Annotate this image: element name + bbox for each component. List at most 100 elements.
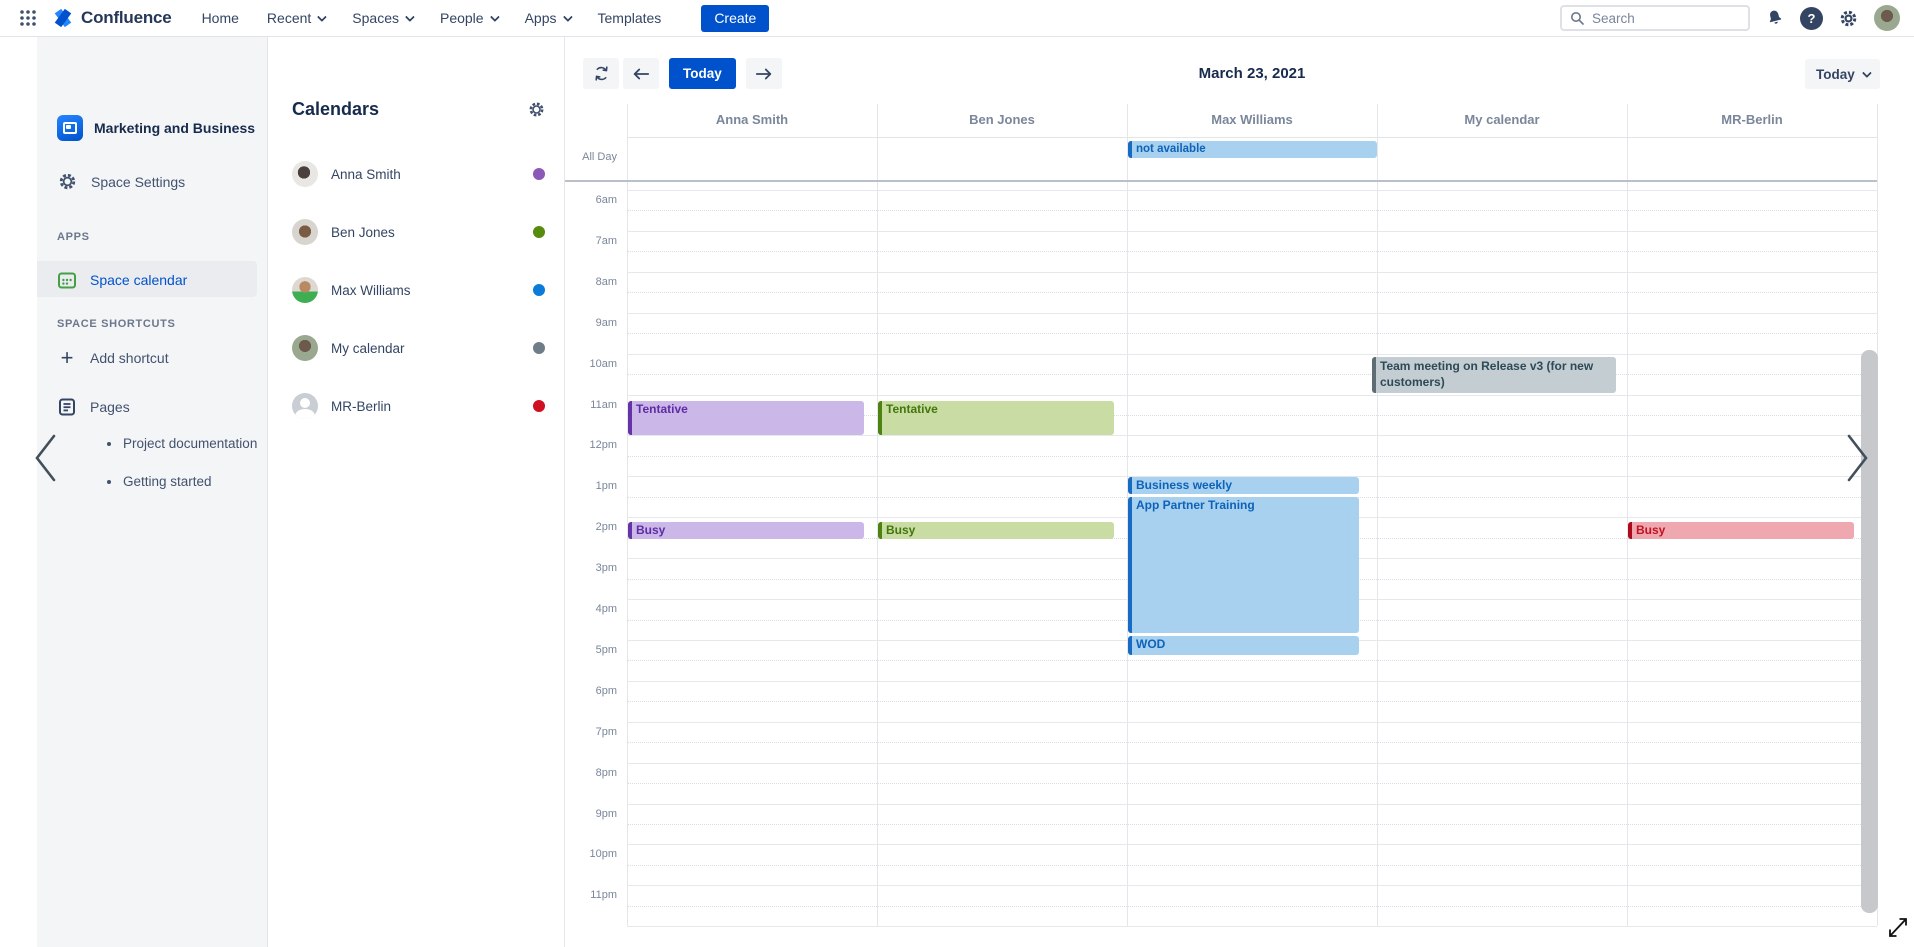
calendars-list: Anna Smith Ben Jones Max Williams My calend…: [292, 145, 547, 435]
confluence-logo[interactable]: Confluence: [52, 7, 172, 29]
column-header: MR-Berlin: [1721, 112, 1783, 127]
next-panel-chevron[interactable]: [1843, 432, 1873, 489]
settings-gear-icon[interactable]: [1838, 8, 1859, 29]
space-icon: [57, 115, 83, 141]
calendar-event[interactable]: Business weekly: [1128, 477, 1359, 494]
calendar-list-item[interactable]: Max Williams: [292, 261, 547, 319]
calendar-list-item[interactable]: Anna Smith: [292, 145, 547, 203]
time-label: 12pm: [589, 439, 617, 452]
time-label: 11pm: [590, 889, 617, 902]
previous-day-button[interactable]: [623, 58, 659, 89]
collapse-sidebar-chevron[interactable]: [30, 432, 60, 489]
calendars-settings-gear-icon[interactable]: [527, 100, 546, 119]
pages-icon: [59, 398, 75, 416]
nav-item-label: Templates: [597, 10, 662, 26]
user-avatar[interactable]: [1874, 5, 1900, 31]
calendar-event[interactable]: Tentative: [878, 401, 1114, 435]
shortcuts-section-header: SPACE SHORTCUTS: [57, 318, 176, 330]
calendar-event[interactable]: Busy: [628, 522, 864, 539]
calendar-list-item[interactable]: MR-Berlin: [292, 377, 547, 435]
nav-item-spaces[interactable]: Spaces: [352, 10, 415, 26]
chevron-down-icon: [1861, 67, 1872, 78]
time-label: 9am: [595, 316, 617, 329]
grid-dots-icon: [20, 10, 36, 26]
refresh-button[interactable]: [583, 58, 619, 89]
nav-items: Home Recent Spaces People Apps Templates: [202, 10, 662, 26]
hour-line: [627, 680, 1877, 682]
sidebar-page-link[interactable]: Project documentation: [107, 436, 257, 451]
help-icon[interactable]: ?: [1800, 6, 1823, 30]
calendar-name: Max Williams: [331, 282, 411, 298]
time-label: 10pm: [589, 848, 617, 861]
sidebar-item-space-settings[interactable]: Space Settings: [57, 171, 185, 192]
hour-line: [627, 312, 1877, 314]
bullet-icon: [107, 479, 111, 484]
sidebar-item-add-shortcut[interactable]: + Add shortcut: [57, 347, 169, 369]
half-hour-line: [627, 824, 1877, 825]
calendar-event[interactable]: Team meeting on Release v3 (for new cust…: [1372, 357, 1616, 393]
resize-handle-icon[interactable]: [1884, 912, 1912, 947]
grid-column-line: [1627, 104, 1628, 926]
time-label: 2pm: [595, 521, 617, 534]
add-shortcut-label: Add shortcut: [90, 350, 169, 366]
half-hour-line: [627, 783, 1877, 785]
calendar-event[interactable]: WOD: [1128, 636, 1359, 655]
hour-line: [627, 844, 1877, 846]
sidebar-item-pages[interactable]: Pages: [57, 397, 130, 417]
half-hour-line: [627, 251, 1877, 253]
hour-line: [627, 230, 1877, 232]
app-switcher-icon[interactable]: [18, 8, 38, 28]
gear-icon: [59, 173, 76, 190]
nav-item-apps[interactable]: Apps: [525, 10, 573, 26]
arrow-right-icon: [755, 68, 771, 79]
next-day-button[interactable]: [745, 58, 782, 89]
event-title: Tentative: [636, 402, 688, 416]
today-button[interactable]: Today: [669, 58, 736, 89]
nav-item-people[interactable]: People: [440, 10, 500, 26]
half-hour-line: [627, 455, 1877, 457]
half-hour-line: [627, 210, 1877, 212]
all-day-label: All Day: [582, 151, 617, 163]
arrow-left-icon: [633, 68, 650, 79]
calendar-color-dot: [533, 284, 545, 296]
hour-line: [627, 803, 1877, 805]
nav-item-label: Recent: [266, 10, 312, 26]
search-input[interactable]: [1592, 10, 1732, 26]
nav-item-home[interactable]: Home: [202, 10, 239, 26]
calendar-color-dot: [533, 168, 545, 180]
time-label: 7am: [595, 234, 617, 247]
space-name: Marketing and Business: [94, 120, 256, 136]
calendar-event[interactable]: Busy: [878, 522, 1114, 539]
search-box[interactable]: [1560, 5, 1750, 31]
half-hour-line: [627, 742, 1877, 744]
calendar-event[interactable]: Tentative: [628, 401, 864, 435]
top-navigation-bar: Confluence Home Recent Spaces People Apps Tem…: [0, 0, 1914, 37]
view-selector-dropdown[interactable]: Today: [1805, 59, 1880, 89]
nav-item-recent[interactable]: Recent: [266, 10, 328, 26]
calendars-panel-title: Calendars: [292, 99, 380, 119]
calendar-event[interactable]: App Partner Training: [1128, 497, 1359, 633]
hour-line: [627, 271, 1877, 273]
nav-item-templates[interactable]: Templates: [598, 10, 662, 26]
create-button[interactable]: Create: [701, 4, 770, 32]
current-date-label: March 23, 2021: [1198, 65, 1306, 82]
calendar-list-item[interactable]: Ben Jones: [292, 203, 547, 261]
page-link-label: Getting started: [123, 474, 212, 489]
calendar-list-item[interactable]: My calendar: [292, 319, 547, 377]
half-hour-line: [627, 660, 1877, 662]
vertical-scrollbar[interactable]: [1861, 350, 1878, 913]
sidebar-page-link[interactable]: Getting started: [107, 474, 212, 489]
calendar-name: Ben Jones: [331, 224, 395, 240]
avatar: [292, 393, 318, 419]
notifications-bell-icon[interactable]: [1765, 8, 1785, 28]
event-title: not available: [1136, 143, 1206, 155]
confluence-mark-icon: [54, 8, 72, 28]
calendar-event[interactable]: not available: [1128, 141, 1377, 158]
calendar-event[interactable]: Busy: [1628, 522, 1854, 539]
time-label: 8am: [595, 275, 617, 288]
hour-line: [627, 190, 1877, 191]
calendar-color-dot: [533, 226, 545, 238]
space-home-link[interactable]: Marketing and Business: [57, 115, 255, 141]
sidebar-item-space-calendar[interactable]: Space calendar: [57, 270, 187, 290]
grid-column-line: [1377, 104, 1378, 926]
